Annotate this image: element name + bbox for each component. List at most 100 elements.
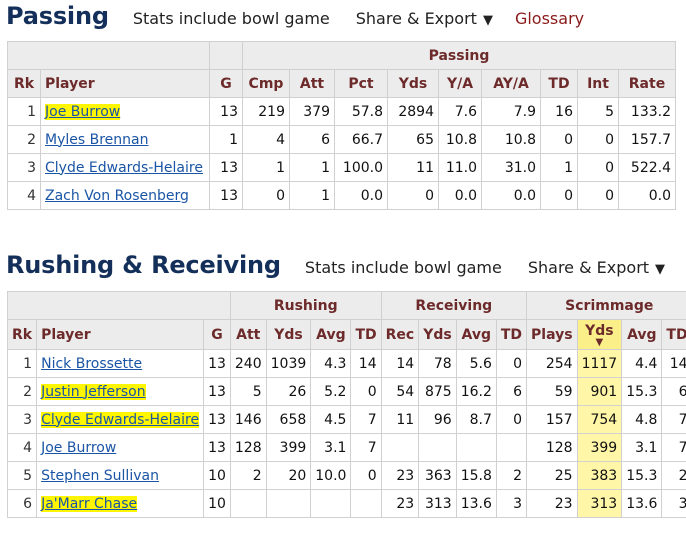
stat-cell-g: 13 xyxy=(203,377,231,406)
passing-col-header[interactable]: TD xyxy=(540,69,578,98)
rank-cell: 4 xyxy=(6,433,38,462)
player-link[interactable]: Clyde Edwards-Helaire xyxy=(45,159,203,176)
player-cell: Joe Burrow xyxy=(40,97,210,126)
stat-cell-rtd: 7 xyxy=(350,405,382,434)
stat-cell-int: 0 xyxy=(577,181,619,210)
rushing-share-label: Share & Export xyxy=(527,258,650,277)
stat-cell-ctd: 3 xyxy=(495,489,528,518)
stat-cell-g: 13 xyxy=(209,153,243,182)
passing-row: 1 Joe Burrow 13 219 379 57.8 2894 7.6 7.9 16 5 133.… xyxy=(7,97,676,126)
receiving-group-header: Receiving xyxy=(380,291,528,320)
rushing-share-export-button[interactable]: Share & Export ▼ xyxy=(528,258,665,277)
stat-cell-att: 379 xyxy=(289,97,335,126)
stat-cell-std: 6 xyxy=(661,377,686,406)
stat-cell-syds: 901 xyxy=(576,377,623,406)
stat-cell-ryds: 658 xyxy=(265,405,312,434)
stat-cell-yds: 65 xyxy=(387,125,439,154)
stat-cell-ctd xyxy=(495,433,528,462)
rushing-col-header[interactable]: Yds xyxy=(265,319,312,350)
player-link[interactable]: Joe Burrow xyxy=(41,439,117,456)
rushing-col-header[interactable]: G xyxy=(203,319,231,350)
rushing-title: Rushing & Receiving xyxy=(6,251,281,279)
col-label: Att xyxy=(236,326,261,343)
rank-cell: 2 xyxy=(7,125,41,154)
stat-cell-int: 0 xyxy=(577,153,619,182)
stat-cell-ya: 10.8 xyxy=(438,125,482,154)
player-link[interactable]: Clyde Edwards-Helaire xyxy=(41,411,200,428)
rushing-col-header[interactable]: TD xyxy=(495,319,528,350)
passing-col-header[interactable]: G xyxy=(209,69,243,98)
rushing-group-header: Rushing xyxy=(229,291,382,320)
stat-cell-aya: 31.0 xyxy=(481,153,541,182)
rushing-row: 2 Justin Jefferson 13 5 26 5.2 0 54 875 16.2 6 59 90… xyxy=(6,377,686,406)
col-label: Yds xyxy=(585,322,614,339)
rushing-col-header[interactable]: Yds ▼ xyxy=(576,319,623,350)
rank-cell: 1 xyxy=(7,97,41,126)
rushing-col-header[interactable]: Player xyxy=(36,319,205,350)
rushing-col-header[interactable]: Yds xyxy=(418,319,457,350)
stat-cell-g: 13 xyxy=(209,181,243,210)
passing-col-header[interactable]: Y/A xyxy=(438,69,482,98)
passing-col-header[interactable]: Player xyxy=(40,69,210,98)
passing-row: 3 Clyde Edwards-Helaire 13 1 1 100.0 11 11.0 31.… xyxy=(7,153,676,182)
rushing-col-header[interactable]: Avg xyxy=(621,319,663,350)
rushing-col-header[interactable]: Avg xyxy=(310,319,352,350)
stat-cell-syds: 1117 xyxy=(576,349,623,378)
passing-col-header[interactable]: Cmp xyxy=(242,69,290,98)
stat-cell-plays: 23 xyxy=(526,489,578,518)
stat-cell-ravg xyxy=(310,489,352,518)
stat-cell-ryds: 20 xyxy=(265,461,312,490)
rushing-col-header[interactable]: Rk xyxy=(6,319,38,350)
stat-cell-ryds: 26 xyxy=(265,377,312,406)
stat-cell-plays: 25 xyxy=(526,461,578,490)
passing-col-header[interactable]: Pct xyxy=(334,69,388,98)
passing-col-header[interactable]: Rk xyxy=(7,69,41,98)
stat-cell-savg: 3.1 xyxy=(621,433,663,462)
stat-cell-plays: 254 xyxy=(526,349,578,378)
passing-share-export-button[interactable]: Share & Export ▼ xyxy=(356,9,493,28)
passing-header: Passing Stats include bowl game Share & … xyxy=(0,2,584,30)
player-link[interactable]: Ja'Marr Chase xyxy=(41,495,138,512)
passing-title: Passing xyxy=(6,2,109,30)
player-link[interactable]: Zach Von Rosenberg xyxy=(45,187,189,204)
stat-cell-yds: 2894 xyxy=(387,97,439,126)
passing-col-header[interactable]: Yds xyxy=(387,69,439,98)
player-cell: Clyde Edwards-Helaire xyxy=(36,405,205,434)
passing-col-header[interactable]: AY/A xyxy=(481,69,541,98)
col-label: Rec xyxy=(385,326,415,343)
stat-cell-std: 7 xyxy=(661,405,686,434)
stat-cell-aya: 0.0 xyxy=(481,181,541,210)
rushing-col-header[interactable]: Plays xyxy=(526,319,578,350)
stat-cell-std: 7 xyxy=(661,433,686,462)
stat-cell-int: 0 xyxy=(577,125,619,154)
passing-over-blank xyxy=(7,41,210,70)
player-cell: Joe Burrow xyxy=(36,433,205,462)
stat-cell-plays: 157 xyxy=(526,405,578,434)
player-link[interactable]: Joe Burrow xyxy=(45,103,121,120)
player-cell: Clyde Edwards-Helaire xyxy=(40,153,210,182)
stat-cell-rec: 54 xyxy=(380,377,420,406)
passing-col-header[interactable]: Rate xyxy=(618,69,676,98)
player-link[interactable]: Nick Brossette xyxy=(41,355,143,372)
player-link[interactable]: Stephen Sullivan xyxy=(41,467,159,484)
player-cell: Nick Brossette xyxy=(36,349,205,378)
passing-col-header[interactable]: Int xyxy=(577,69,619,98)
passing-glossary-link[interactable]: Glossary xyxy=(514,9,585,28)
passing-col-header[interactable]: Att xyxy=(289,69,335,98)
stat-cell-pct: 57.8 xyxy=(334,97,388,126)
rushing-col-header[interactable]: Att xyxy=(229,319,267,350)
stat-cell-rate: 157.7 xyxy=(618,125,676,154)
rushing-col-header[interactable]: Rec xyxy=(380,319,420,350)
player-link[interactable]: Justin Jefferson xyxy=(41,383,146,400)
rushing-col-header[interactable]: TD xyxy=(350,319,382,350)
stat-cell-ya: 7.6 xyxy=(438,97,482,126)
rushing-col-header[interactable]: TD xyxy=(661,319,686,350)
stat-cell-yds: 11 xyxy=(387,153,439,182)
stat-cell-ryds: 1039 xyxy=(265,349,312,378)
passing-group-header: Passing xyxy=(242,41,676,70)
player-link[interactable]: Myles Brennan xyxy=(45,131,149,148)
stat-cell-ya: 0.0 xyxy=(438,181,482,210)
rushing-over-blank xyxy=(7,291,231,320)
rushing-col-header[interactable]: Avg xyxy=(455,319,497,350)
stat-cell-ctd: 6 xyxy=(495,377,528,406)
